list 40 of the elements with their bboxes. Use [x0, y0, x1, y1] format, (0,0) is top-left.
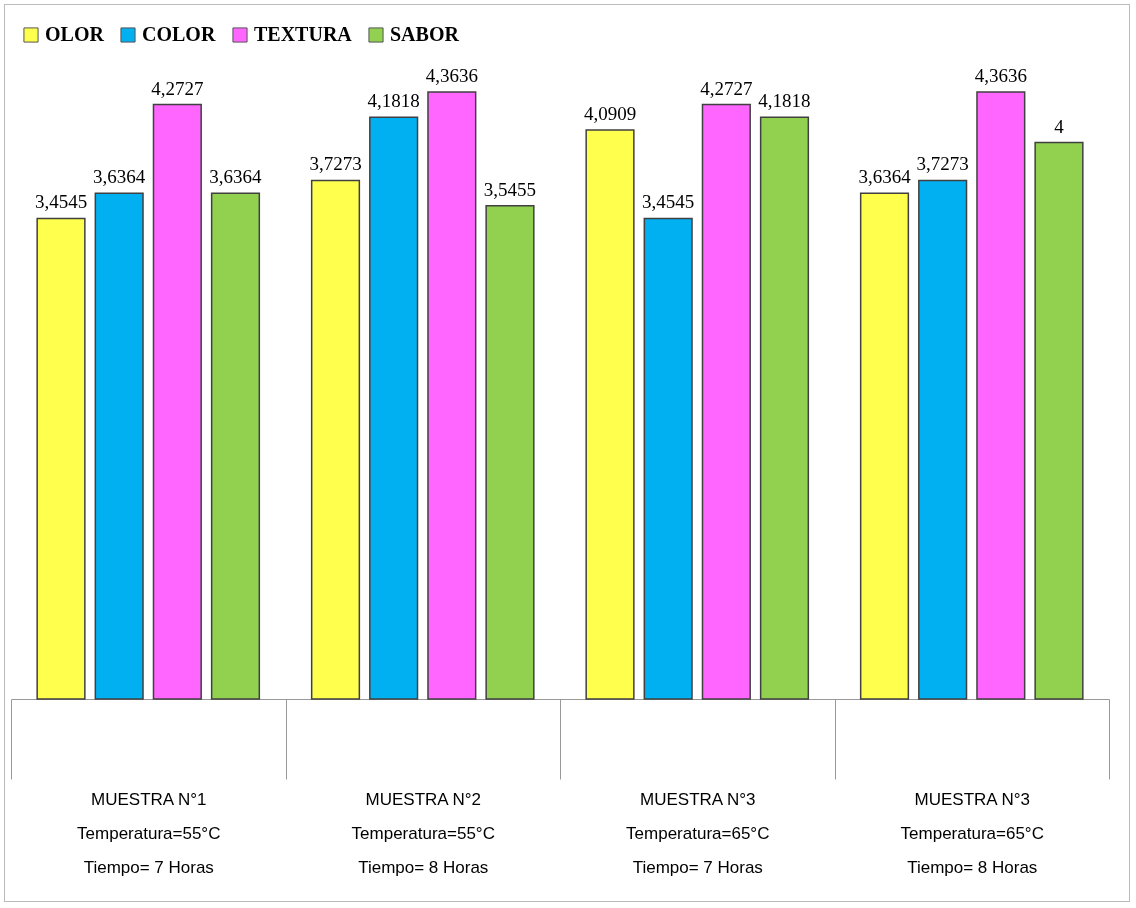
bar: [369, 116, 419, 700]
legend-label: COLOR: [142, 23, 216, 45]
data-label: 3,6364: [93, 166, 146, 188]
data-label: 4,3636: [425, 64, 478, 86]
data-label: 3,4545: [642, 191, 695, 213]
bar: [1034, 141, 1084, 700]
bar: [485, 205, 535, 700]
legend-label: TEXTURA: [254, 23, 353, 45]
data-label: 4,1818: [758, 90, 811, 112]
bar: [585, 129, 635, 700]
data-label: 3,6364: [858, 166, 912, 188]
x-tick-label: MUESTRA N°1 Temperatura=55°C Tiempo= 7 Horas: [77, 789, 221, 877]
bar: [759, 116, 810, 700]
legend-label: SABOR: [390, 23, 460, 45]
bar: [427, 91, 477, 700]
data-label: 3,4545: [34, 191, 88, 213]
data-label: 3,7273: [916, 153, 969, 175]
legend-label: OLOR: [45, 23, 105, 45]
bar: [859, 192, 910, 700]
data-label: 3,7273: [309, 153, 362, 175]
bar: [976, 91, 1026, 700]
bar: [36, 217, 86, 700]
x-tick-label: MUESTRA N°3 Temperatura=65°C Tiempo= 7 Horas: [626, 789, 770, 877]
data-label: 3,6364: [209, 166, 263, 188]
x-tick-label: MUESTRA N°3 Temperatura=65°C Tiempo= 8 Horas: [900, 789, 1044, 877]
data-label: 4,1818: [367, 90, 420, 112]
bar: [310, 179, 361, 700]
data-label: 3,5455: [483, 178, 537, 200]
bar: [94, 192, 144, 700]
bar: [152, 103, 202, 700]
bar: [643, 217, 693, 700]
data-label: 4,3636: [974, 64, 1027, 86]
x-tick-label: MUESTRA N°2 Temperatura=55°C Tiempo= 8 Horas: [351, 789, 495, 877]
bar: [210, 192, 261, 700]
data-label: 4,2727: [151, 77, 204, 99]
bar: [918, 179, 968, 700]
bar: [701, 103, 751, 700]
data-label: 4,0909: [583, 102, 637, 124]
data-label: 4: [1054, 115, 1065, 137]
data-label: 4,2727: [700, 77, 753, 99]
